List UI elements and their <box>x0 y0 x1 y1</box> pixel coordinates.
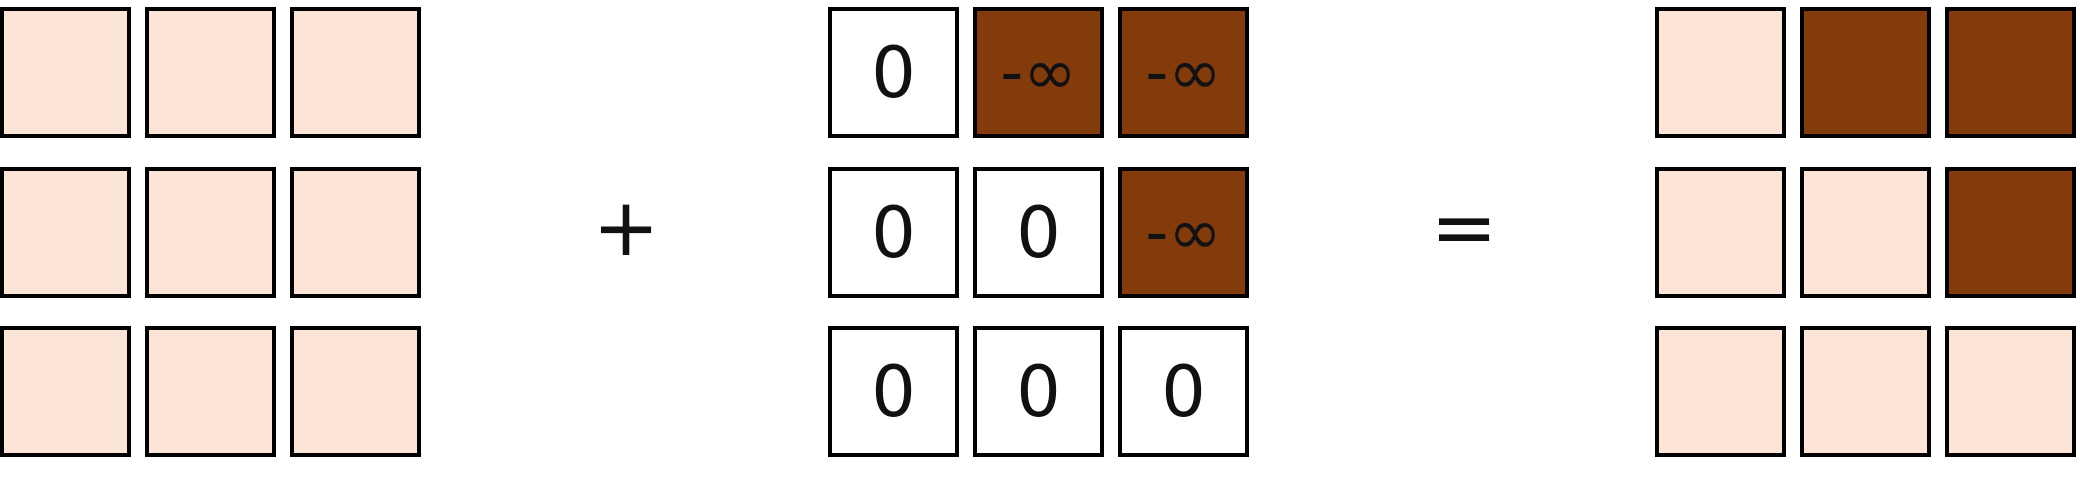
input-cell <box>0 7 131 138</box>
result-cell <box>1800 326 1931 457</box>
mask-cell: -∞ <box>1118 167 1249 298</box>
input-cell <box>290 7 421 138</box>
input-cell <box>290 326 421 457</box>
mask-cell: 0 <box>973 167 1104 298</box>
input-cell <box>145 7 276 138</box>
result-cell <box>1945 167 2076 298</box>
input-cell <box>145 167 276 298</box>
input-cell <box>145 326 276 457</box>
mask-cell: -∞ <box>973 7 1104 138</box>
mask-cell: 0 <box>828 7 959 138</box>
result-cell <box>1800 7 1931 138</box>
mask-cell: 0 <box>828 326 959 457</box>
input-cell <box>290 167 421 298</box>
mask-cell: 0 <box>1118 326 1249 457</box>
input-cell <box>0 326 131 457</box>
result-cell <box>1655 7 1786 138</box>
result-cell <box>1655 326 1786 457</box>
result-matrix <box>1655 7 2080 462</box>
mask-cell: 0 <box>973 326 1104 457</box>
mask-matrix: 0 -∞ -∞ 0 0 -∞ 0 0 0 <box>828 7 1255 462</box>
result-cell <box>1800 167 1931 298</box>
result-cell <box>1945 326 2076 457</box>
equals-operator: = <box>1430 181 1498 274</box>
result-cell <box>1655 167 1786 298</box>
input-cell <box>0 167 131 298</box>
input-matrix <box>0 7 427 462</box>
result-cell <box>1945 7 2076 138</box>
mask-cell: 0 <box>828 167 959 298</box>
plus-operator: + <box>592 181 660 274</box>
mask-cell: -∞ <box>1118 7 1249 138</box>
